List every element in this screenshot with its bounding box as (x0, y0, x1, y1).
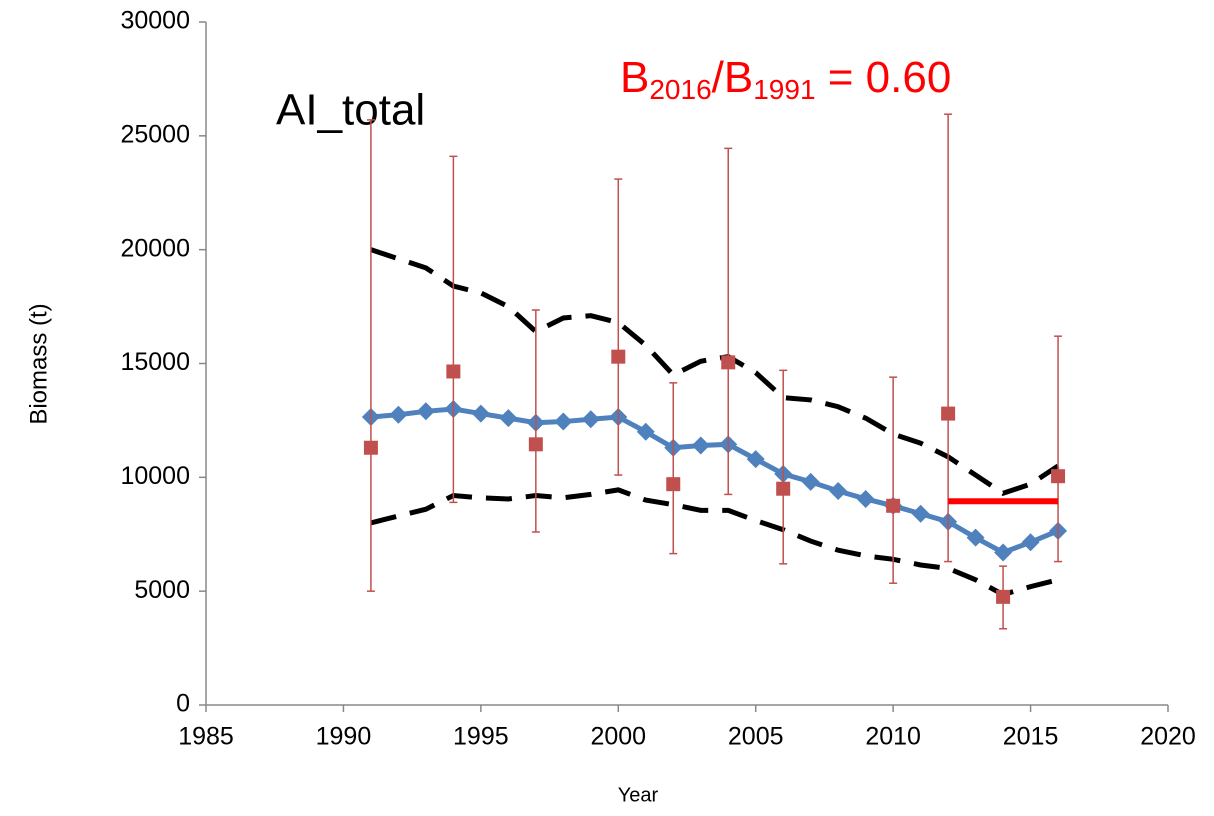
square-marker (611, 349, 626, 364)
diamond-marker (471, 404, 490, 423)
x-tick-label: 2015 (1003, 723, 1059, 751)
dashed-line (370, 247, 1060, 497)
dashed-line (370, 487, 1059, 598)
square-marker (776, 481, 791, 496)
square-marker (886, 498, 901, 513)
square-marker (446, 364, 461, 379)
y-axis-title: Biomass (t) (25, 303, 52, 424)
error-bar (449, 155, 458, 504)
diamond-marker (1021, 533, 1040, 552)
diamond-marker (691, 436, 710, 455)
square-marker (721, 355, 736, 370)
error-bar (724, 147, 733, 496)
x-tick-label: 1990 (316, 723, 372, 751)
diamond-marker (581, 410, 600, 429)
x-tick-label: 2020 (1140, 723, 1196, 751)
diamond-marker (554, 412, 573, 431)
x-tick-label: 2010 (865, 723, 921, 751)
ratio-annotation: B2016/B1991 = 0.60 (620, 53, 951, 106)
square-marker (666, 477, 681, 492)
diamond-marker (746, 450, 765, 469)
square-marker (363, 440, 378, 455)
error-bar (779, 369, 788, 565)
diamond-marker (829, 481, 848, 500)
x-tick-label: 1995 (453, 723, 509, 751)
error-bar (1054, 335, 1063, 563)
annotation-part: B (620, 53, 649, 102)
annotation-part: 2016 (649, 74, 711, 105)
y-tick-label: 10000 (120, 462, 190, 490)
square-marker (996, 589, 1011, 604)
x-tick-label: 2005 (728, 723, 784, 751)
annotation-part: 1991 (753, 74, 815, 105)
diamond-marker (801, 472, 820, 491)
square-marker (941, 406, 956, 421)
y-tick-label: 0 (176, 690, 190, 718)
diamond-marker (499, 409, 518, 428)
y-tick-label: 5000 (134, 576, 190, 604)
x-axis-title: Year (618, 784, 659, 806)
error-bar (614, 178, 623, 476)
y-tick-label: 25000 (120, 120, 190, 148)
diamond-marker (416, 402, 435, 421)
error-bar (669, 382, 678, 555)
annotation-part: = 0.60 (816, 53, 952, 102)
y-tick-label: 20000 (120, 234, 190, 262)
series-label: AI_total (276, 86, 425, 135)
diamond-marker (994, 543, 1013, 562)
error-bar (366, 119, 375, 592)
series-line (370, 406, 1060, 556)
annotation-part: /B (712, 53, 754, 102)
square-marker (528, 437, 543, 452)
diamond-marker (966, 528, 985, 547)
diamond-marker (911, 504, 930, 523)
error-bar (531, 309, 540, 533)
diamond-marker (389, 405, 408, 424)
square-marker (1051, 469, 1066, 484)
x-tick-label: 1985 (178, 723, 234, 751)
y-tick-label: 15000 (120, 348, 190, 376)
x-tick-label: 2000 (590, 723, 646, 751)
error-bar (944, 113, 953, 563)
y-tick-label: 30000 (120, 7, 190, 35)
diamond-marker (856, 489, 875, 508)
error-bar (889, 376, 898, 584)
diamond-marker (636, 422, 655, 441)
